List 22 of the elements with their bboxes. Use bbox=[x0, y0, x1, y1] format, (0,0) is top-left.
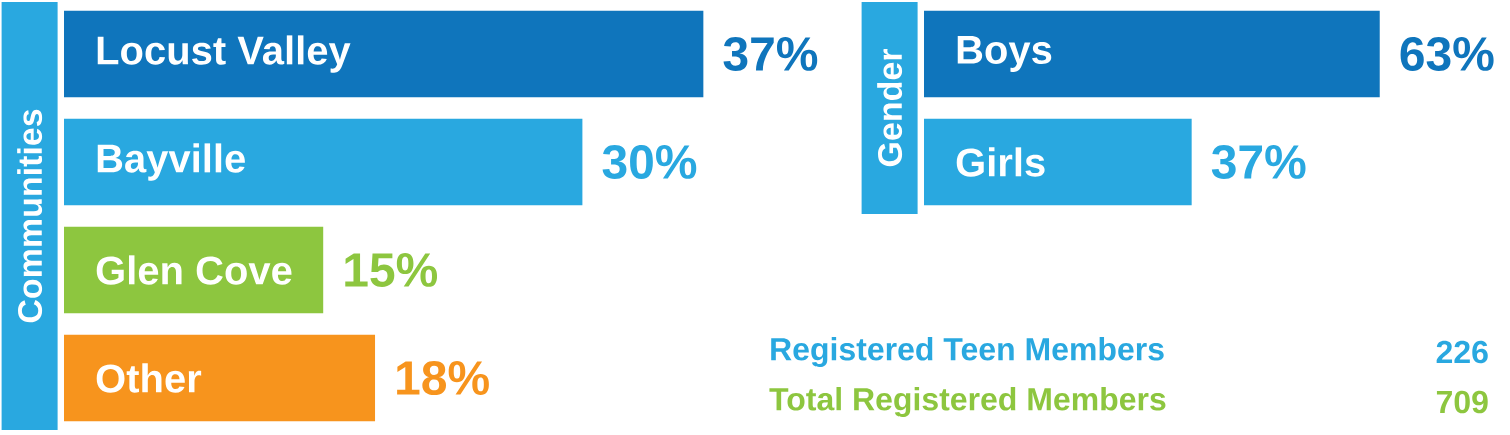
text: Registered Teen Members bbox=[771, 337, 1164, 367]
data-label: 37% bbox=[1211, 144, 1306, 180]
y-tick-label: Bayville bbox=[97, 143, 245, 181]
bar bbox=[64, 10, 704, 98]
data-label: 15% bbox=[345, 253, 438, 287]
text: 226 bbox=[1436, 340, 1488, 364]
y-tick-label: Boys bbox=[957, 36, 1052, 72]
data-label: 63% bbox=[1400, 36, 1494, 72]
bar bbox=[64, 118, 583, 206]
y-tick-label: Locust Valley bbox=[97, 35, 351, 73]
data-label: 30% bbox=[602, 144, 697, 180]
data-label: 18% bbox=[397, 361, 489, 395]
y-tick-label: Girls bbox=[956, 147, 1045, 177]
text: Total Registered Members bbox=[769, 387, 1166, 417]
bar bbox=[64, 334, 376, 422]
y-tick-label: Other bbox=[96, 363, 202, 393]
y-axis-title: Gender bbox=[877, 49, 903, 167]
data-label: 37% bbox=[723, 36, 818, 72]
y-tick-label: Glen Cove bbox=[96, 255, 292, 285]
bar bbox=[64, 226, 324, 314]
text: 709 bbox=[1436, 390, 1488, 414]
y-axis-title: Communities bbox=[17, 109, 43, 323]
